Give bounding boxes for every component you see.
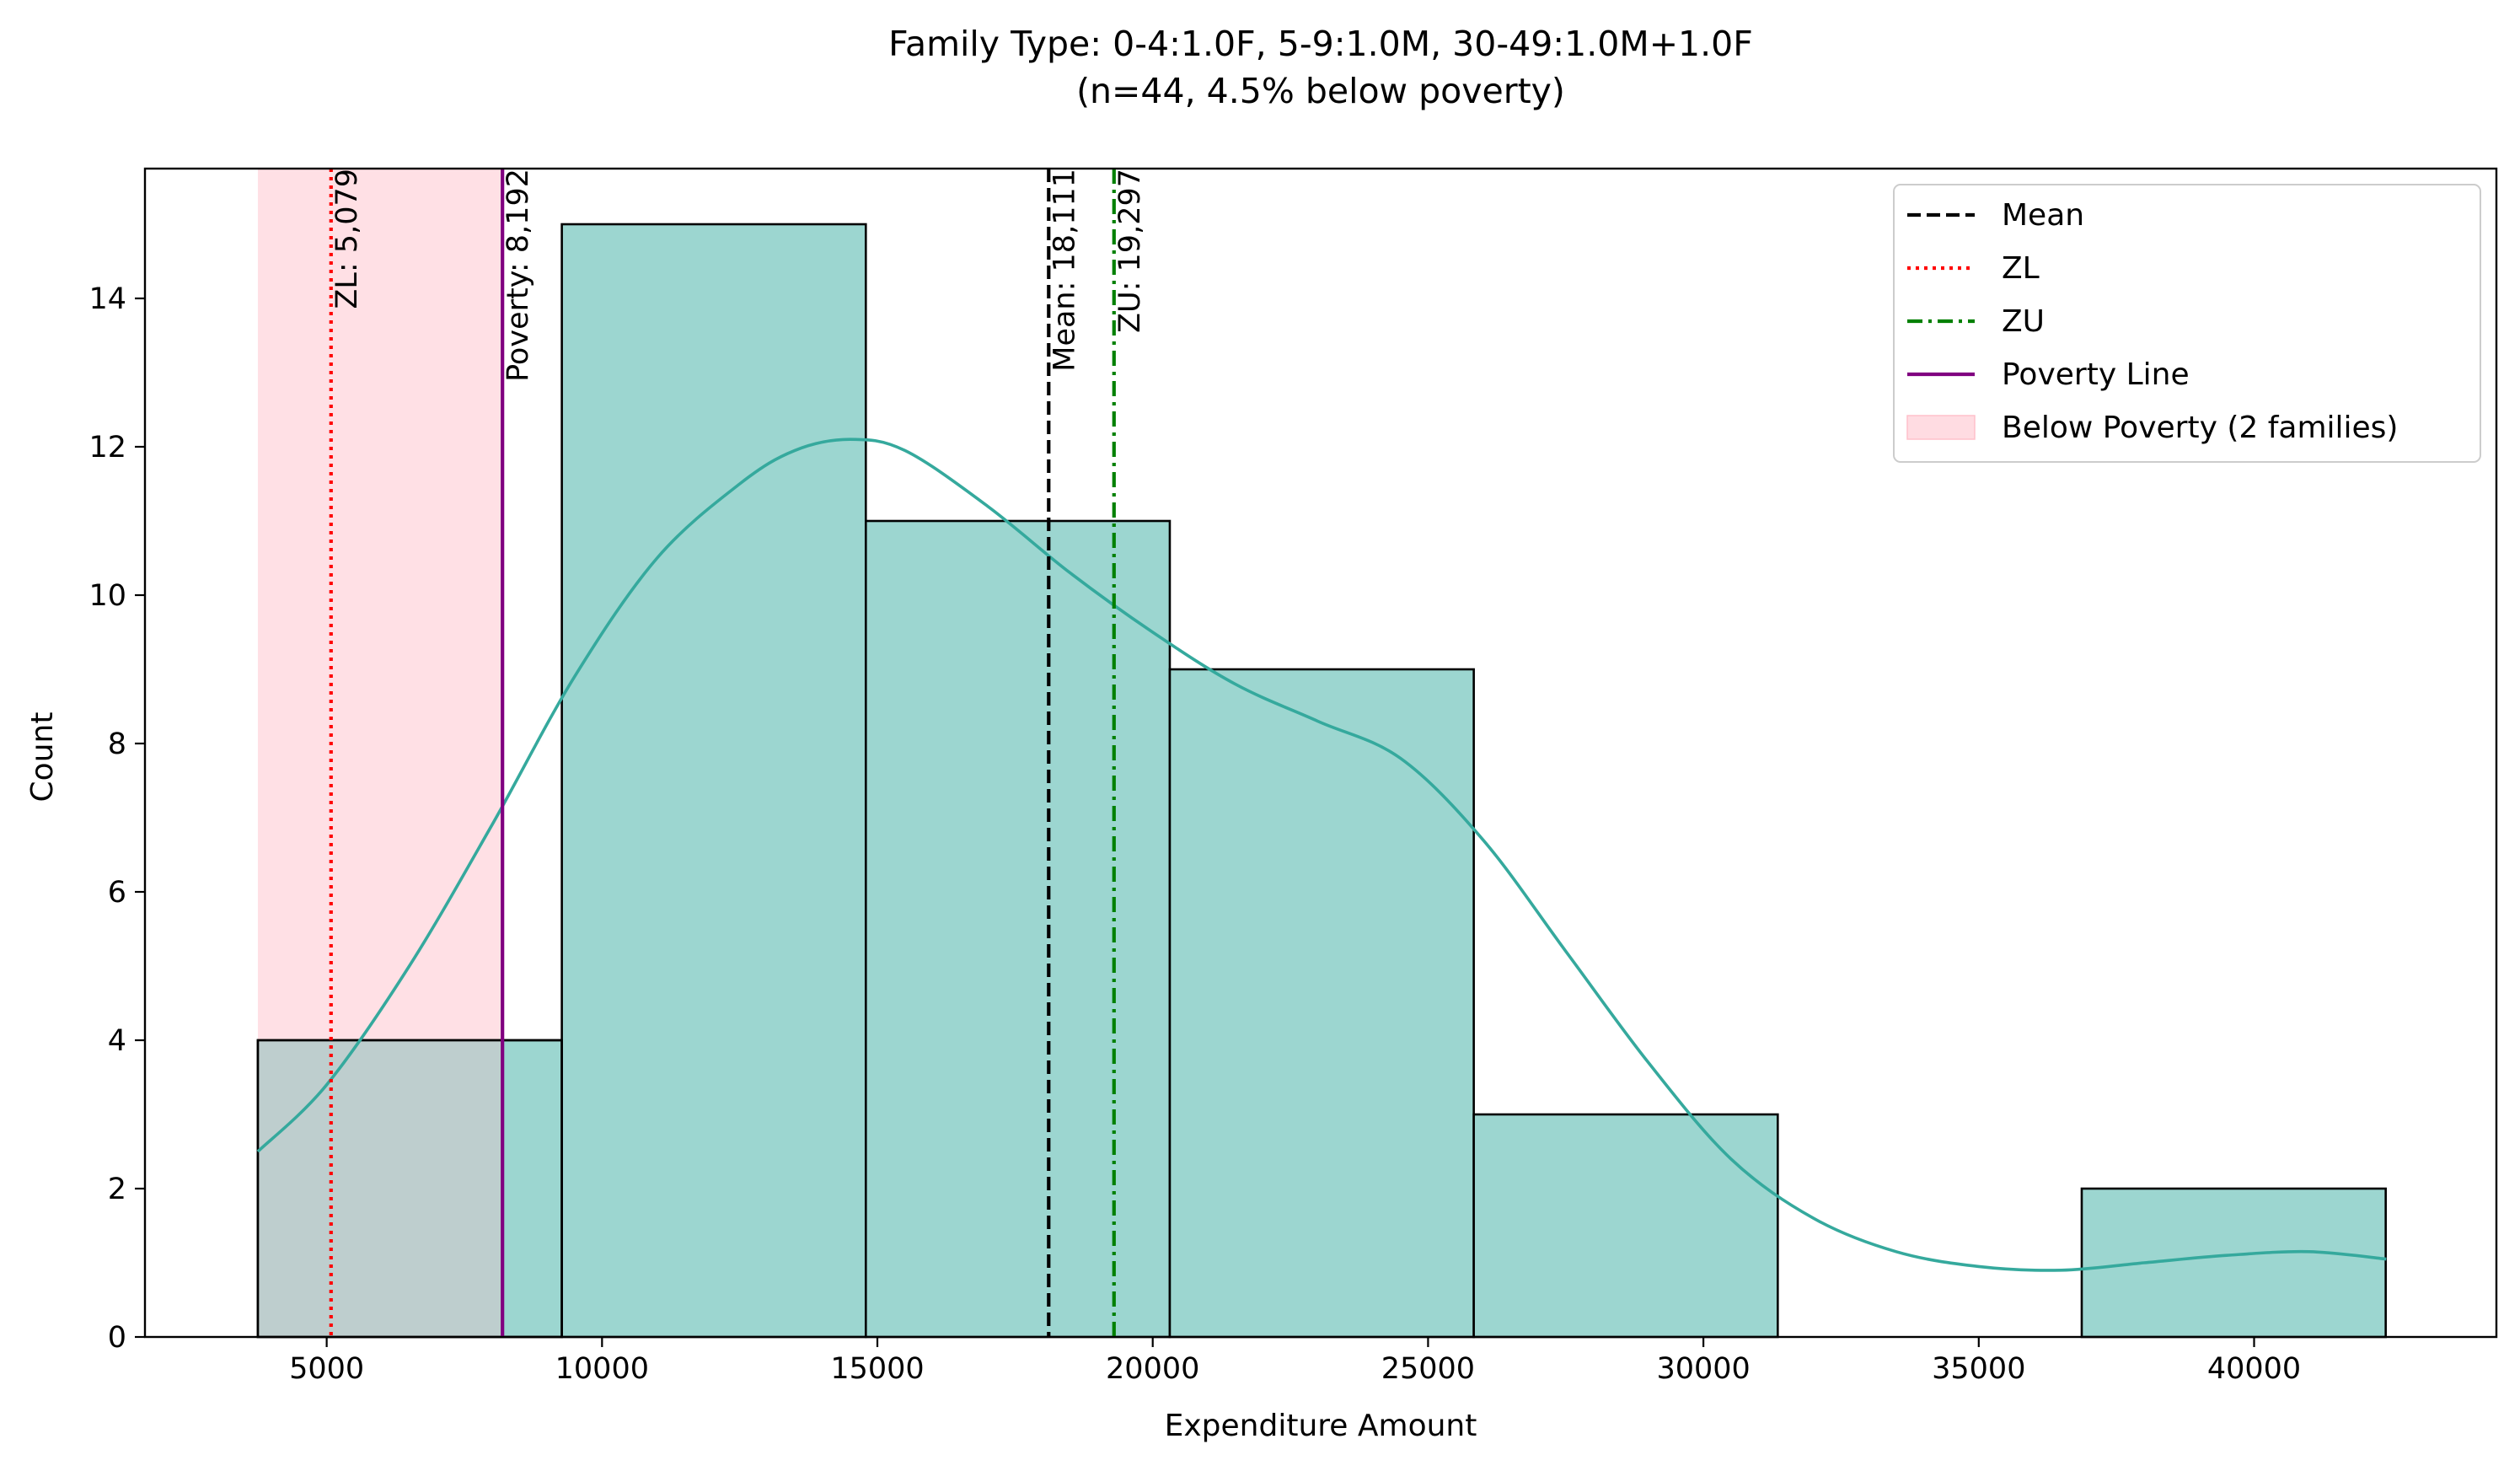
kde-curve	[256, 438, 2387, 1272]
legend: Mean ZL ZU Poverty Line Below Poverty (2 fam…	[1893, 184, 2481, 463]
y-tick-label: 6	[108, 876, 126, 910]
legend-label: Poverty Line	[2002, 357, 2190, 392]
x-tick-label: 15000	[830, 1352, 924, 1386]
y-axis-label: Count	[25, 712, 60, 803]
poverty-line-label: Poverty: 8,192	[501, 169, 535, 382]
axes: 5000 10000 15000 20000 25000 30000 35000 40000 0…	[88, 167, 2498, 1386]
zu-line-label: ZU: 19,297	[1113, 169, 1147, 333]
legend-label: Below Poverty (2 families)	[2002, 411, 2398, 445]
zl-line-label: ZL: 5,079	[330, 169, 364, 309]
y-tick-label: 8	[108, 727, 126, 761]
x-tick-label: 20000	[1106, 1352, 1199, 1386]
mean-line-label: Mean: 18,111	[1048, 169, 1081, 372]
legend-label: ZU	[2002, 304, 2045, 339]
y-tick-label: 2	[108, 1173, 126, 1206]
histogram-bar-3	[864, 519, 1172, 1339]
x-tick-label: 40000	[2207, 1352, 2301, 1386]
x-tick-label: 10000	[555, 1352, 649, 1386]
plot-area: Mean: 18,111 ZL: 5,079 ZU: 19,297 Poverty: …	[256, 169, 2387, 1339]
x-tick-label: 25000	[1381, 1352, 1475, 1386]
histogram-bar-5	[1472, 1113, 1779, 1339]
legend-label: ZL	[2002, 251, 2040, 286]
x-tick-label: 30000	[1656, 1352, 1750, 1386]
x-tick-label: 35000	[1932, 1352, 2025, 1386]
below-poverty-overlay	[257, 1040, 503, 1337]
x-axis-label: Expenditure Amount	[1165, 1409, 1477, 1443]
legend-box	[1893, 184, 2481, 463]
histogram-bar-4	[1168, 668, 1475, 1339]
legend-swatch-below-poverty	[1906, 415, 1976, 440]
x-tick-label: 5000	[289, 1352, 364, 1386]
histogram-bar-2	[560, 223, 867, 1339]
axes-frame	[143, 167, 2498, 1339]
y-tick-label: 10	[88, 579, 126, 613]
y-tick-label: 4	[108, 1024, 126, 1058]
chart-title-line2: (n=44, 4.5% below poverty)	[1076, 71, 1565, 111]
y-tick-label: 0	[108, 1321, 126, 1355]
legend-label: Mean	[2002, 198, 2084, 233]
histogram-bar-7	[2080, 1187, 2387, 1339]
y-tick-label: 14	[88, 282, 126, 316]
chart-title-line1: Family Type: 0-4:1.0F, 5-9:1.0M, 30-49:1…	[888, 24, 1753, 64]
y-tick-label: 12	[88, 431, 126, 464]
